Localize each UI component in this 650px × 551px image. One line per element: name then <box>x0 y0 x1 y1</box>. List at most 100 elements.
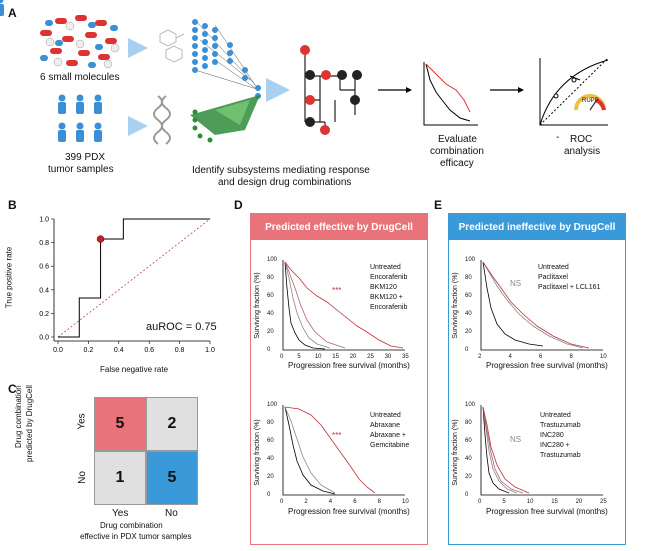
km-untreated <box>284 261 326 350</box>
roc-optimal-point <box>96 235 105 243</box>
d-top-legend-2: BKM120 <box>370 284 397 291</box>
km-paclitaxel <box>482 261 584 349</box>
axes <box>480 260 603 351</box>
panel-label-e: E <box>434 198 443 212</box>
roc-axes: 0.0 0.2 0.4 0.6 0.8 1.0 0.0 0.2 0.4 0.6 0.8 1.0 <box>39 217 215 355</box>
evaluate-label-1: Evaluate <box>438 134 477 145</box>
km-x-tick-label: 2 <box>478 354 482 360</box>
km-combo <box>482 261 590 349</box>
roc-curve <box>58 218 210 338</box>
cm-row-yes: Yes <box>76 413 88 430</box>
roc-reference-diagonal <box>57 218 211 338</box>
km-x-tick-label: 15 <box>551 499 558 505</box>
km-x-tick-label: 6 <box>539 354 543 360</box>
d-bottom-legend-2: Abraxane + <box>370 432 406 439</box>
roc-y-tick-label: 0.6 <box>39 264 49 271</box>
km-x-tick-label: 10 <box>600 354 607 360</box>
d-bottom-xlabel: Progression free survival (months) <box>288 507 410 516</box>
km-y-tick-label: 80 <box>465 420 472 426</box>
roc-auroc-label: auROC = 0.75 <box>146 321 217 333</box>
cm-ylabel-1: Drug combination <box>14 385 23 448</box>
km-y-tick-label: 20 <box>267 329 274 335</box>
panel-e-box: Predicted ineffective by DrugCell <box>448 213 626 545</box>
km-x-tick-label: 20 <box>575 499 583 505</box>
molecule-icon <box>159 29 185 63</box>
panel-label-d: D <box>234 198 243 212</box>
km-y-tick-label: 60 <box>465 293 472 299</box>
km-x-tick-label: 10 <box>402 499 409 505</box>
identify-label-1: Identify subsystems mediating response <box>192 165 370 176</box>
km-y-tick-label: 60 <box>465 438 472 444</box>
km-encorafenib <box>284 261 331 349</box>
roc-y-tick-label: 0.0 <box>39 335 49 342</box>
d-top-legend-3: BKM120 + <box>370 294 403 301</box>
km-combo <box>284 406 376 494</box>
km-y-tick-label: 80 <box>267 275 274 281</box>
km-y-tick-label: 80 <box>465 275 472 281</box>
panel-d-box: Predicted effective by DrugCell <box>250 213 428 545</box>
e-bottom-legend-2: INC280 <box>540 432 564 439</box>
e-bottom-legend-0: Untreated <box>540 412 571 419</box>
cm-ylabel-2: predicted by DrugCell <box>25 385 34 462</box>
d-top-xlabel: Progression free survival (months) <box>288 361 410 370</box>
km-abraxane <box>284 406 336 494</box>
km-plot-e-top <box>480 260 603 351</box>
d-top-legend-1: Encorafenib <box>370 274 408 281</box>
d-bottom-sig: *** <box>332 431 342 440</box>
roc-x-tick-label: 0.0 <box>53 347 63 354</box>
cm-col-no: No <box>165 508 178 519</box>
cm-cell-fp: 2 <box>146 397 198 451</box>
panel-label-a: A <box>8 6 17 20</box>
km-x-tick-label: 5 <box>502 499 506 505</box>
neural-network-icon <box>190 19 261 143</box>
km-y-tick-label: 40 <box>465 311 472 317</box>
km-x-tick-label: 10 <box>314 354 322 360</box>
roc-y-tick-label: 1.0 <box>39 217 49 224</box>
km-y-tick-label: 40 <box>267 456 274 462</box>
arrow-icon <box>128 38 148 58</box>
e-top-sig: NS <box>510 279 522 288</box>
panel-e-header: Predicted ineffective by DrugCell <box>449 214 625 240</box>
panel-label-b: B <box>8 198 17 212</box>
rupp-label: RUPP <box>582 98 599 104</box>
km-y-tick-label: 20 <box>465 329 472 335</box>
km-x-tick-label: 4 <box>328 499 333 505</box>
roc-plot <box>57 218 211 338</box>
km-x-tick-label: 10 <box>526 499 534 505</box>
km-x-tick-label: 0 <box>280 499 284 505</box>
d-bottom-legend-1: Abraxane <box>370 422 400 429</box>
samples-label-1: 399 PDX <box>65 152 106 163</box>
cm-cell-tn: 5 <box>146 451 198 505</box>
km-x-tick-label: 4 <box>508 354 512 360</box>
km-y-tick-label: 40 <box>465 456 472 462</box>
km-x-tick-label: 2 <box>304 499 308 505</box>
roc-y-tick-label: 0.2 <box>39 311 49 318</box>
panel-d-header: Predicted effective by DrugCell <box>251 214 427 240</box>
km-y-tick-label: 0 <box>267 492 271 498</box>
km-y-tick-label: 100 <box>465 402 476 408</box>
km-y-tick-label: 100 <box>465 257 476 263</box>
pills-icon <box>40 15 120 69</box>
panel-label-c: C <box>8 382 17 396</box>
molecules-label: 6 small molecules <box>40 72 120 83</box>
e-top-ylabel: Surviving fraction (%) <box>451 272 459 339</box>
cm-col-yes: Yes <box>112 508 129 519</box>
km-combo <box>284 261 404 349</box>
cm-xlabel-2: effective in PDX tumor samples <box>80 532 192 541</box>
km-y-tick-label: 20 <box>465 474 472 480</box>
km-y-tick-label: 100 <box>267 402 278 408</box>
km-plot-d-bottom <box>282 405 405 496</box>
roc-x-tick-label: 0.4 <box>114 347 124 354</box>
roc-y-tick-label: 0.8 <box>39 240 49 247</box>
e-top-legend-1: Paclitaxel <box>538 274 568 281</box>
km-y-tick-label: 0 <box>465 347 469 353</box>
arrow-icon <box>266 78 290 102</box>
roc-x-tick-label: 0.6 <box>144 347 154 354</box>
km-y-tick-label: 20 <box>267 474 274 480</box>
km-untreated <box>284 406 336 495</box>
evaluate-label-2: combination <box>430 146 484 157</box>
km-y-tick-label: 40 <box>267 311 274 317</box>
km-y-tick-label: 60 <box>267 438 274 444</box>
km-untreated <box>482 406 510 494</box>
rupp-gauge-icon <box>574 94 606 111</box>
